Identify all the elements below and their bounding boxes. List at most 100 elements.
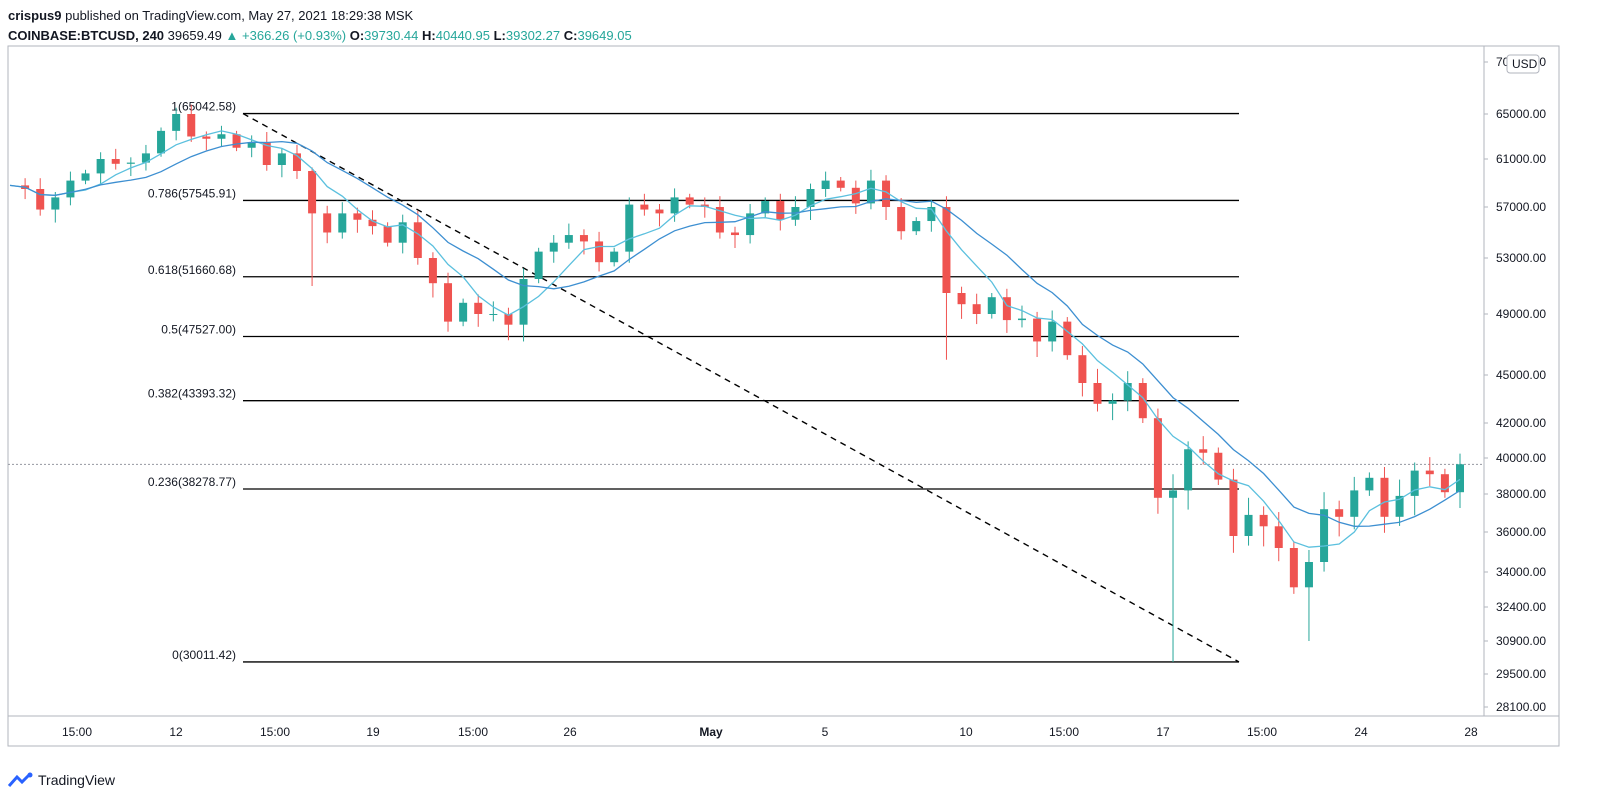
x-tick-label: 15:00 bbox=[62, 725, 92, 739]
candle-up bbox=[398, 222, 407, 243]
x-tick-label: 19 bbox=[366, 725, 380, 739]
y-tick-label: 40000.00 bbox=[1496, 451, 1546, 465]
candle-up bbox=[81, 173, 90, 181]
time-axis bbox=[7, 715, 1560, 747]
x-tick-label: May bbox=[699, 725, 723, 739]
moving-average-slow bbox=[9, 140, 1461, 527]
open-value: 39730.44 bbox=[364, 28, 419, 43]
candle-down bbox=[187, 114, 196, 137]
currency-label: USD bbox=[1512, 57, 1538, 71]
candles bbox=[21, 104, 1464, 662]
fib-level-label: 0.236(38278.77) bbox=[148, 475, 236, 489]
candle-down bbox=[111, 159, 120, 164]
candle-up bbox=[66, 180, 75, 198]
x-tick-label: 15:00 bbox=[1247, 725, 1277, 739]
candle-up bbox=[1169, 490, 1178, 498]
symbol-label: COINBASE:BTCUSD, 240 bbox=[8, 28, 165, 43]
candle-up bbox=[625, 204, 634, 252]
candle-down bbox=[1380, 477, 1389, 517]
fib-level-label: 0.382(43393.32) bbox=[148, 387, 236, 401]
candle-down bbox=[36, 189, 45, 210]
chart-header: crispus9 published on TradingView.com, M… bbox=[8, 6, 632, 46]
ohlc-line: COINBASE:BTCUSD, 240 39659.49 ▲ +366.26 … bbox=[8, 26, 632, 46]
fib-level-label: 1(65042.58) bbox=[171, 100, 236, 114]
candle-up bbox=[1410, 470, 1419, 496]
candle-up bbox=[1365, 477, 1374, 491]
candle-down bbox=[1002, 297, 1011, 321]
candle-up bbox=[1123, 383, 1132, 401]
candle-up bbox=[927, 207, 936, 222]
tradingview-logo: TradingView bbox=[8, 772, 115, 788]
candle-up bbox=[1320, 509, 1329, 562]
price-axis bbox=[1483, 45, 1560, 717]
candle-down bbox=[715, 207, 724, 233]
fib-level-label: 0.786(57545.91) bbox=[148, 186, 236, 200]
author-name[interactable]: crispus9 bbox=[8, 8, 62, 23]
open-label: O: bbox=[349, 28, 365, 43]
candle-down bbox=[292, 153, 301, 171]
y-tick-label: 53000.00 bbox=[1496, 251, 1546, 265]
candle-down bbox=[957, 293, 966, 305]
low-value: 39302.27 bbox=[505, 28, 561, 43]
candle-down bbox=[1138, 383, 1147, 419]
high-value: 40440.95 bbox=[435, 28, 490, 43]
y-tick-label: 65000.00 bbox=[1496, 107, 1546, 121]
candle-up bbox=[217, 134, 226, 139]
candle-down bbox=[1289, 548, 1298, 588]
x-tick-label: 28 bbox=[1464, 725, 1478, 739]
candle-down bbox=[942, 207, 951, 293]
moving-average-fast bbox=[9, 130, 1461, 548]
candle-down bbox=[202, 136, 211, 139]
candle-up bbox=[610, 251, 619, 263]
candle-down bbox=[776, 201, 785, 220]
high-label: H: bbox=[422, 28, 436, 43]
candle-up bbox=[51, 197, 60, 210]
candle-up bbox=[1017, 318, 1026, 321]
x-tick-label: 17 bbox=[1156, 725, 1170, 739]
candle-down bbox=[444, 283, 453, 322]
candle-down bbox=[262, 142, 271, 165]
candle-up bbox=[489, 314, 498, 315]
candle-down bbox=[1093, 383, 1102, 404]
candle-down bbox=[1440, 474, 1449, 493]
x-tick-label: 15:00 bbox=[1049, 725, 1079, 739]
low-label: L: bbox=[493, 28, 506, 43]
candle-down bbox=[882, 180, 891, 207]
candle-down bbox=[1153, 418, 1162, 498]
candle-down bbox=[368, 219, 377, 227]
candle-down bbox=[1229, 479, 1238, 536]
candle-down bbox=[1274, 526, 1283, 548]
y-tick-label: 30900.00 bbox=[1496, 634, 1546, 648]
candle-up bbox=[1395, 495, 1404, 517]
y-tick-label: 34000.00 bbox=[1496, 565, 1546, 579]
fib-trendline bbox=[242, 112, 1240, 663]
candle-down bbox=[353, 213, 362, 220]
candle-down bbox=[640, 204, 649, 210]
y-tick-label: 57000.00 bbox=[1496, 200, 1546, 214]
candle-down bbox=[383, 226, 392, 243]
y-tick-label: 32400.00 bbox=[1496, 600, 1546, 614]
candle-up bbox=[866, 180, 875, 204]
x-tick-label: 5 bbox=[822, 725, 829, 739]
tradingview-brand: TradingView bbox=[38, 772, 116, 788]
y-tick-label: 28100.00 bbox=[1496, 700, 1546, 714]
last-price: 39659.49 bbox=[167, 28, 222, 43]
candle-down bbox=[595, 241, 604, 263]
y-tick-label: 38000.00 bbox=[1496, 487, 1546, 501]
candle-down bbox=[474, 302, 483, 314]
candle-up bbox=[761, 201, 770, 214]
candle-down bbox=[897, 207, 906, 232]
candle-down bbox=[413, 222, 422, 258]
candle-down bbox=[731, 232, 739, 236]
candle-down bbox=[836, 180, 845, 188]
close-value: 39649.05 bbox=[577, 28, 632, 43]
up-arrow-icon: ▲ bbox=[225, 28, 239, 43]
candle-up bbox=[987, 297, 996, 314]
y-tick-label: 61000.00 bbox=[1496, 152, 1546, 166]
published-text: published on TradingView.com, May 27, 20… bbox=[65, 8, 414, 23]
plot-area bbox=[7, 45, 1485, 717]
candle-up bbox=[806, 189, 815, 207]
x-tick-label: 24 bbox=[1354, 725, 1368, 739]
candle-down bbox=[1214, 452, 1223, 480]
